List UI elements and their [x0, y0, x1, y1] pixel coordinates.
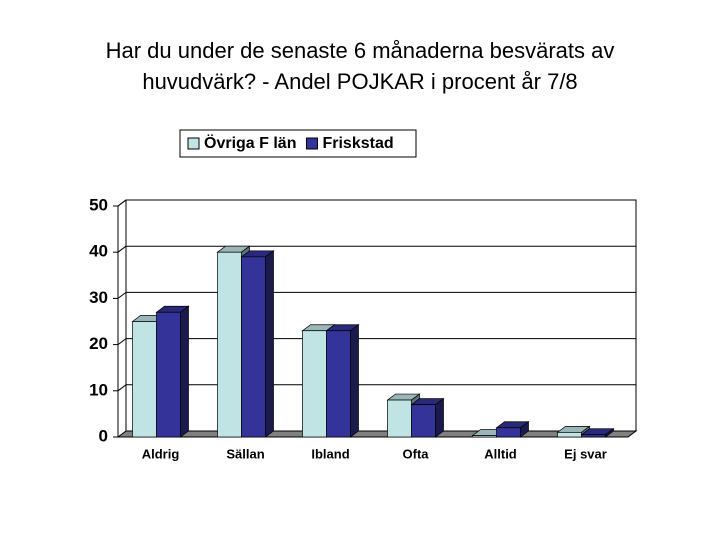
legend-label: Övriga F län: [204, 133, 296, 152]
bar-face: [217, 251, 242, 438]
bar: [580, 427, 615, 438]
x-tick-label: Ibland: [311, 446, 349, 461]
bar-side: [180, 305, 189, 438]
bar-face: [156, 311, 181, 438]
bar-side: [350, 324, 359, 438]
bar-face: [581, 434, 606, 438]
bar: [410, 397, 445, 438]
y-tick-label: 50: [89, 195, 108, 214]
legend-label: Friskstad: [322, 135, 393, 152]
y-tick-label: 10: [89, 380, 108, 399]
legend-swatch: [187, 137, 200, 150]
grid-line: [117, 338, 127, 346]
legend: Övriga F län Friskstad: [179, 129, 417, 158]
chart-title: huvudvärk? - Andel POJKAR i procent år 7…: [142, 69, 577, 94]
y-tick-label: 20: [89, 334, 108, 353]
bar-face: [496, 427, 521, 438]
legend-box: [179, 129, 417, 158]
grid-line: [117, 245, 127, 253]
grid-line: [117, 199, 127, 207]
bar: [495, 421, 530, 438]
grid-line: [117, 384, 127, 392]
bar-face: [326, 330, 351, 438]
bar-side: [435, 397, 444, 438]
x-tick-label: Ofta: [403, 446, 430, 461]
bar: [556, 425, 591, 438]
x-tick-label: Aldrig: [142, 446, 180, 461]
bar-face: [241, 256, 266, 438]
x-tick-label: Ej svar: [564, 446, 607, 461]
bar-side: [265, 250, 274, 438]
x-tick-label: Alltid: [484, 446, 517, 461]
y-tick-label: 40: [89, 242, 108, 261]
bar-face: [387, 399, 412, 438]
bar: [325, 324, 360, 438]
bar-face: [557, 432, 582, 438]
bar-face: [411, 404, 436, 438]
legend-swatch: [305, 137, 318, 150]
bar-face: [472, 435, 497, 438]
bar: [240, 250, 275, 438]
chart-title: Har du under de senaste 6 månaderna besv…: [106, 38, 615, 63]
y-tick-label: 0: [99, 426, 108, 445]
y-tick-label: 30: [89, 288, 108, 307]
bar-face: [302, 330, 327, 438]
bar-face: [132, 321, 157, 438]
bar: [155, 305, 190, 438]
plot-wall: [125, 199, 637, 432]
grid-line: [117, 291, 127, 299]
x-tick-label: Sällan: [226, 446, 264, 461]
